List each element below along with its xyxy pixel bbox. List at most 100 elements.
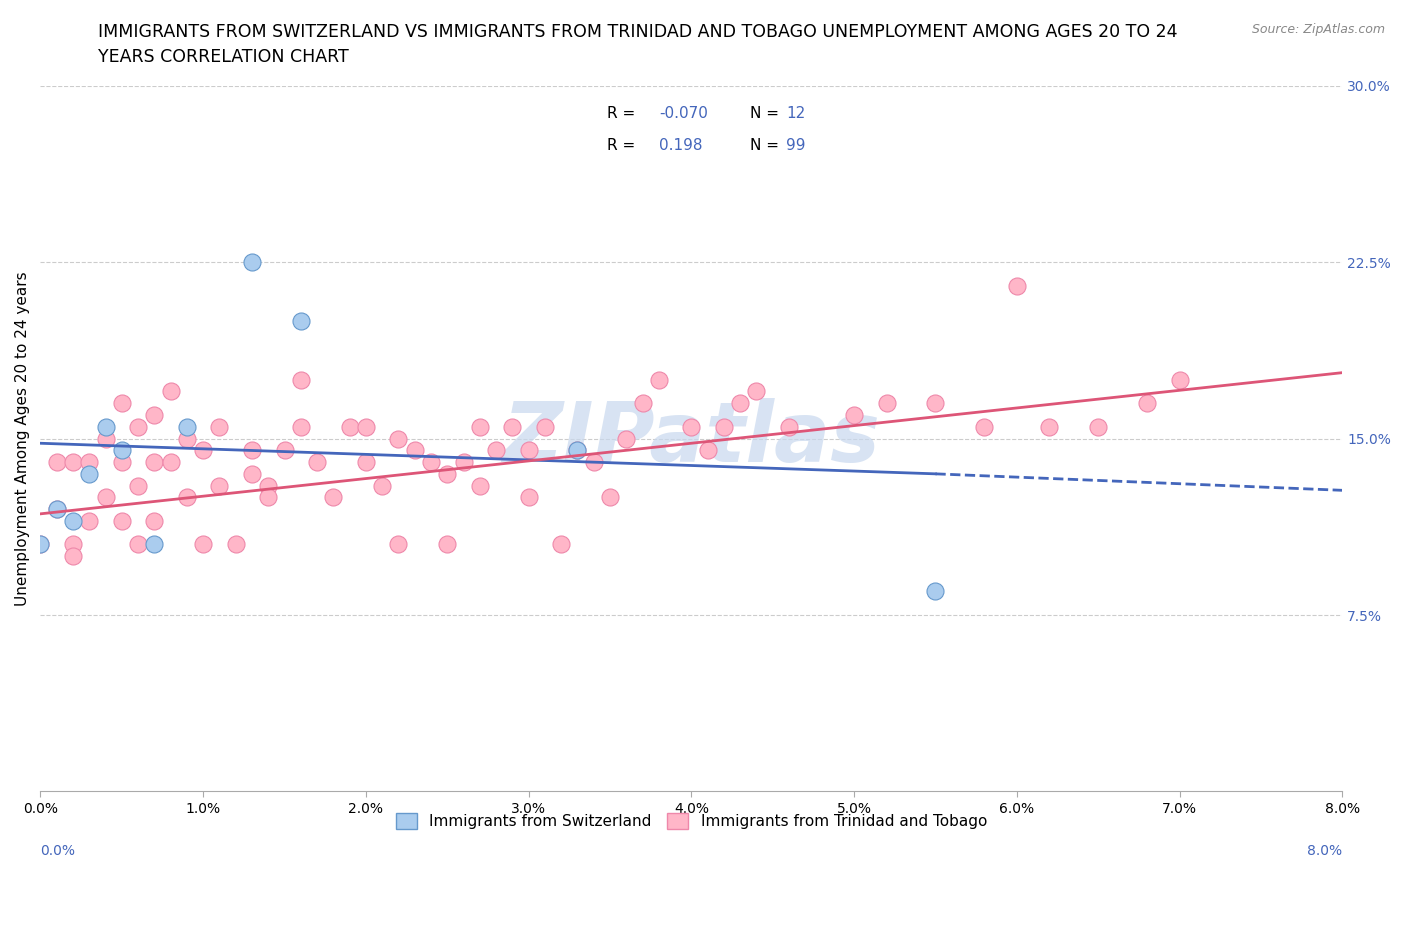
- Point: [127, 419, 149, 434]
- Point: [436, 537, 458, 551]
- Point: [45, 455, 67, 470]
- Point: [62, 455, 84, 470]
- Point: [191, 537, 214, 551]
- Point: [127, 537, 149, 551]
- Point: [322, 490, 344, 505]
- Text: 8.0%: 8.0%: [1308, 844, 1343, 858]
- Point: [45, 501, 67, 516]
- Point: [501, 419, 523, 434]
- Point: [94, 490, 117, 505]
- Y-axis label: Unemployment Among Ages 20 to 24 years: Unemployment Among Ages 20 to 24 years: [15, 272, 30, 605]
- Point: [143, 407, 166, 422]
- Point: [30, 537, 52, 551]
- Point: [257, 478, 280, 493]
- Point: [240, 443, 263, 458]
- Point: [924, 584, 946, 599]
- Point: [354, 419, 377, 434]
- Text: Source: ZipAtlas.com: Source: ZipAtlas.com: [1251, 23, 1385, 36]
- Point: [550, 537, 572, 551]
- Point: [631, 396, 654, 411]
- Point: [387, 537, 409, 551]
- Point: [273, 443, 295, 458]
- Point: [111, 396, 134, 411]
- Point: [534, 419, 557, 434]
- Point: [62, 537, 84, 551]
- Point: [973, 419, 995, 434]
- Legend: Immigrants from Switzerland, Immigrants from Trinidad and Tobago: Immigrants from Switzerland, Immigrants …: [388, 804, 994, 837]
- Point: [453, 455, 475, 470]
- Point: [582, 455, 605, 470]
- Point: [876, 396, 898, 411]
- Point: [778, 419, 800, 434]
- Point: [240, 255, 263, 270]
- Point: [404, 443, 426, 458]
- Point: [143, 513, 166, 528]
- Text: R =: R =: [607, 138, 636, 153]
- Point: [127, 478, 149, 493]
- Point: [517, 490, 540, 505]
- Point: [191, 443, 214, 458]
- Point: [354, 455, 377, 470]
- Point: [176, 432, 198, 446]
- Text: 99: 99: [786, 138, 806, 153]
- Point: [77, 455, 100, 470]
- Point: [94, 432, 117, 446]
- Point: [176, 490, 198, 505]
- Point: [1005, 278, 1028, 293]
- Point: [648, 372, 671, 387]
- Point: [62, 549, 84, 564]
- Text: 12: 12: [786, 106, 806, 121]
- Point: [420, 455, 443, 470]
- Point: [111, 513, 134, 528]
- Point: [290, 419, 312, 434]
- Point: [257, 490, 280, 505]
- Point: [111, 455, 134, 470]
- Point: [1168, 372, 1191, 387]
- Point: [290, 313, 312, 328]
- Text: N =: N =: [749, 106, 779, 121]
- Text: YEARS CORRELATION CHART: YEARS CORRELATION CHART: [98, 48, 349, 66]
- Point: [713, 419, 735, 434]
- Point: [842, 407, 865, 422]
- Point: [468, 478, 491, 493]
- Point: [567, 443, 589, 458]
- Point: [240, 467, 263, 482]
- Point: [111, 443, 134, 458]
- Point: [696, 443, 718, 458]
- Text: -0.070: -0.070: [659, 106, 707, 121]
- Point: [225, 537, 247, 551]
- Point: [371, 478, 394, 493]
- Point: [159, 455, 181, 470]
- Point: [728, 396, 751, 411]
- Point: [208, 419, 231, 434]
- Point: [681, 419, 703, 434]
- Text: ZIPatlas: ZIPatlas: [502, 398, 880, 479]
- Point: [485, 443, 508, 458]
- Point: [614, 432, 637, 446]
- Point: [62, 513, 84, 528]
- Point: [77, 467, 100, 482]
- Point: [599, 490, 621, 505]
- Point: [1087, 419, 1109, 434]
- Point: [745, 384, 768, 399]
- Point: [517, 443, 540, 458]
- Text: R =: R =: [607, 106, 636, 121]
- Point: [77, 513, 100, 528]
- Text: IMMIGRANTS FROM SWITZERLAND VS IMMIGRANTS FROM TRINIDAD AND TOBAGO UNEMPLOYMENT : IMMIGRANTS FROM SWITZERLAND VS IMMIGRANT…: [98, 23, 1178, 41]
- Point: [176, 419, 198, 434]
- Point: [290, 372, 312, 387]
- Point: [143, 455, 166, 470]
- Point: [567, 443, 589, 458]
- Point: [1038, 419, 1060, 434]
- Text: N =: N =: [749, 138, 779, 153]
- Text: 0.0%: 0.0%: [41, 844, 76, 858]
- Point: [159, 384, 181, 399]
- Text: 0.198: 0.198: [659, 138, 702, 153]
- Point: [468, 419, 491, 434]
- Point: [45, 501, 67, 516]
- Point: [339, 419, 361, 434]
- Point: [94, 419, 117, 434]
- Point: [307, 455, 329, 470]
- Point: [436, 467, 458, 482]
- Point: [30, 537, 52, 551]
